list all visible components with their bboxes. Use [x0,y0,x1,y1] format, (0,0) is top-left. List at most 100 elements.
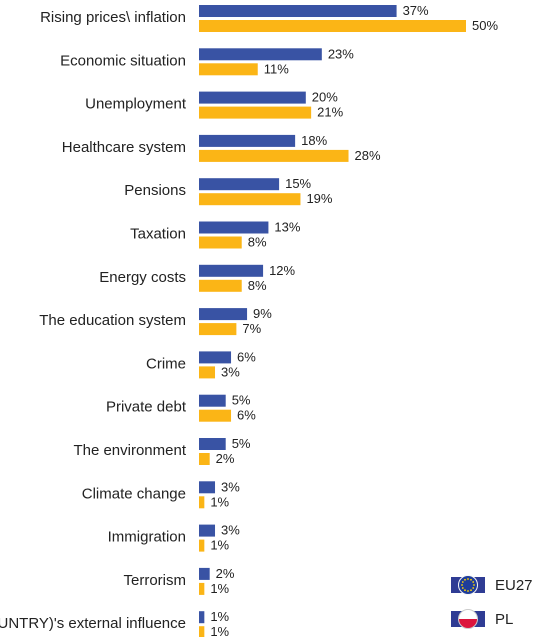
eu-star [472,581,475,583]
chart-legend: EU27 PL [451,575,533,629]
bar-eu27 [199,221,269,234]
bar-eu27 [199,264,264,277]
data-label-pl: 1% [210,538,229,553]
category-group: Climate change 3%1% [82,479,240,509]
category-label: The education system [39,312,186,329]
category-label: Terrorism [124,572,187,589]
category-label: Healthcare system [62,139,186,156]
chart-plot-area: Rising prices\ inflation 37% 50% Economic s… [0,3,498,637]
category-group: Economic situation 23% 11% [60,46,354,76]
category-group: Energy costs 12%8% [99,263,295,293]
category-group: Taxation 13% 8% [130,220,301,250]
bar-eu27 [199,91,306,104]
data-label-pl: 1% [210,624,229,637]
data-label-pl: 8% [248,278,267,293]
bar-pl [199,582,205,595]
bar-pl [199,366,216,379]
data-label-pl: 8% [248,235,267,250]
category-group: Healthcare system 18% 28% [62,133,381,163]
category-group: Unemployment 20%21% [85,90,343,120]
category-group: (OUR COUNTRY)'s external influence 1%1% [0,609,230,637]
category-group: Immigration 3%1% [108,523,241,553]
data-label-eu27: 13% [274,220,300,235]
category-group: Crime 6%3% [146,349,256,379]
eu-flag-icon [451,575,485,595]
data-label-eu27: 12% [269,263,295,278]
category-label: Pensions [124,182,186,199]
bar-eu27 [199,567,210,580]
eu-star [464,589,466,592]
bar-pl [199,323,237,336]
bar-eu27 [199,134,296,147]
legend-item-eu27: EU27 [451,575,533,595]
eu-star [461,581,464,583]
data-label-eu27: 20% [312,90,338,105]
category-label: Rising prices\ inflation [40,9,186,26]
category-label: Energy costs [99,269,186,286]
bar-pl [199,496,205,509]
bar-pl [199,106,312,119]
bar-pl [199,626,205,637]
bar-pl [199,149,349,162]
data-label-pl: 2% [216,451,235,466]
bar-eu27 [199,394,226,407]
data-label-pl: 28% [355,148,381,163]
data-label-eu27: 18% [301,133,327,148]
legend-label-pl: PL [495,611,513,628]
data-label-eu27: 3% [221,479,240,494]
data-label-pl: 1% [210,494,229,509]
bar-pl [199,63,258,76]
data-label-pl: 19% [306,191,332,206]
bar-pl [199,453,210,465]
category-group: Terrorism 2%1% [124,566,235,596]
category-label: Crime [146,355,186,372]
data-label-eu27: 37% [403,3,429,18]
bar-eu27 [199,5,397,17]
category-group: The environment 5%2% [73,436,250,466]
data-label-pl: 50% [472,18,498,33]
bar-eu27 [199,611,205,624]
bar-eu27 [199,178,280,191]
bar-eu27 [199,438,226,450]
category-group: Private debt 5%6% [106,393,256,423]
category-label: Economic situation [60,52,186,69]
eu-star [464,578,466,581]
bar-eu27 [199,308,248,321]
eu-star [470,589,472,592]
category-label: Taxation [130,226,186,243]
eu-star [467,578,469,580]
bar-eu27 [199,481,216,494]
legend-item-pl: PL [451,609,513,629]
category-group: Pensions 15%19% [124,176,333,206]
data-label-eu27: 3% [221,523,240,538]
bar-eu27 [199,524,216,537]
category-label: Private debt [106,399,187,416]
bar-pl [199,193,301,206]
legend-label-eu27: EU27 [495,577,533,594]
bar-pl [199,20,466,32]
category-label: Climate change [82,485,186,502]
bar-pl [199,539,205,552]
data-label-eu27: 1% [210,609,229,624]
eu-star [461,587,464,589]
data-label-eu27: 2% [216,566,235,581]
category-label: (OUR COUNTRY)'s external influence [0,615,186,632]
eu-star [473,584,475,586]
eu-star [461,584,463,586]
category-label: Immigration [108,529,186,546]
bar-pl [199,409,232,422]
data-label-pl: 3% [221,364,240,379]
eu-star [472,587,475,589]
bar-eu27 [199,48,322,61]
bar-eu27 [199,351,232,364]
data-label-pl: 6% [237,408,256,423]
bar-pl [199,236,242,249]
category-label: Unemployment [85,96,187,113]
bar-pl [199,279,242,292]
eu-star [467,590,469,592]
category-group: The education system 9%7% [39,306,272,336]
category-group: Rising prices\ inflation 37% 50% [40,3,498,33]
eu-star [470,578,472,581]
data-label-pl: 21% [317,105,343,120]
